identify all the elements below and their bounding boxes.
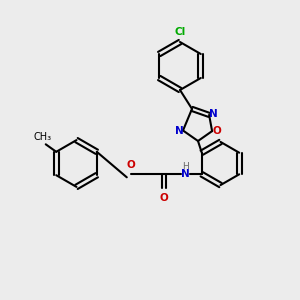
Text: Cl: Cl xyxy=(174,27,186,37)
Text: N: N xyxy=(208,109,217,119)
Text: N: N xyxy=(181,169,190,179)
Text: O: O xyxy=(159,193,168,203)
Text: H: H xyxy=(182,162,189,171)
Text: N: N xyxy=(175,126,184,136)
Text: O: O xyxy=(126,160,135,170)
Text: CH₃: CH₃ xyxy=(33,132,51,142)
Text: O: O xyxy=(212,126,221,136)
